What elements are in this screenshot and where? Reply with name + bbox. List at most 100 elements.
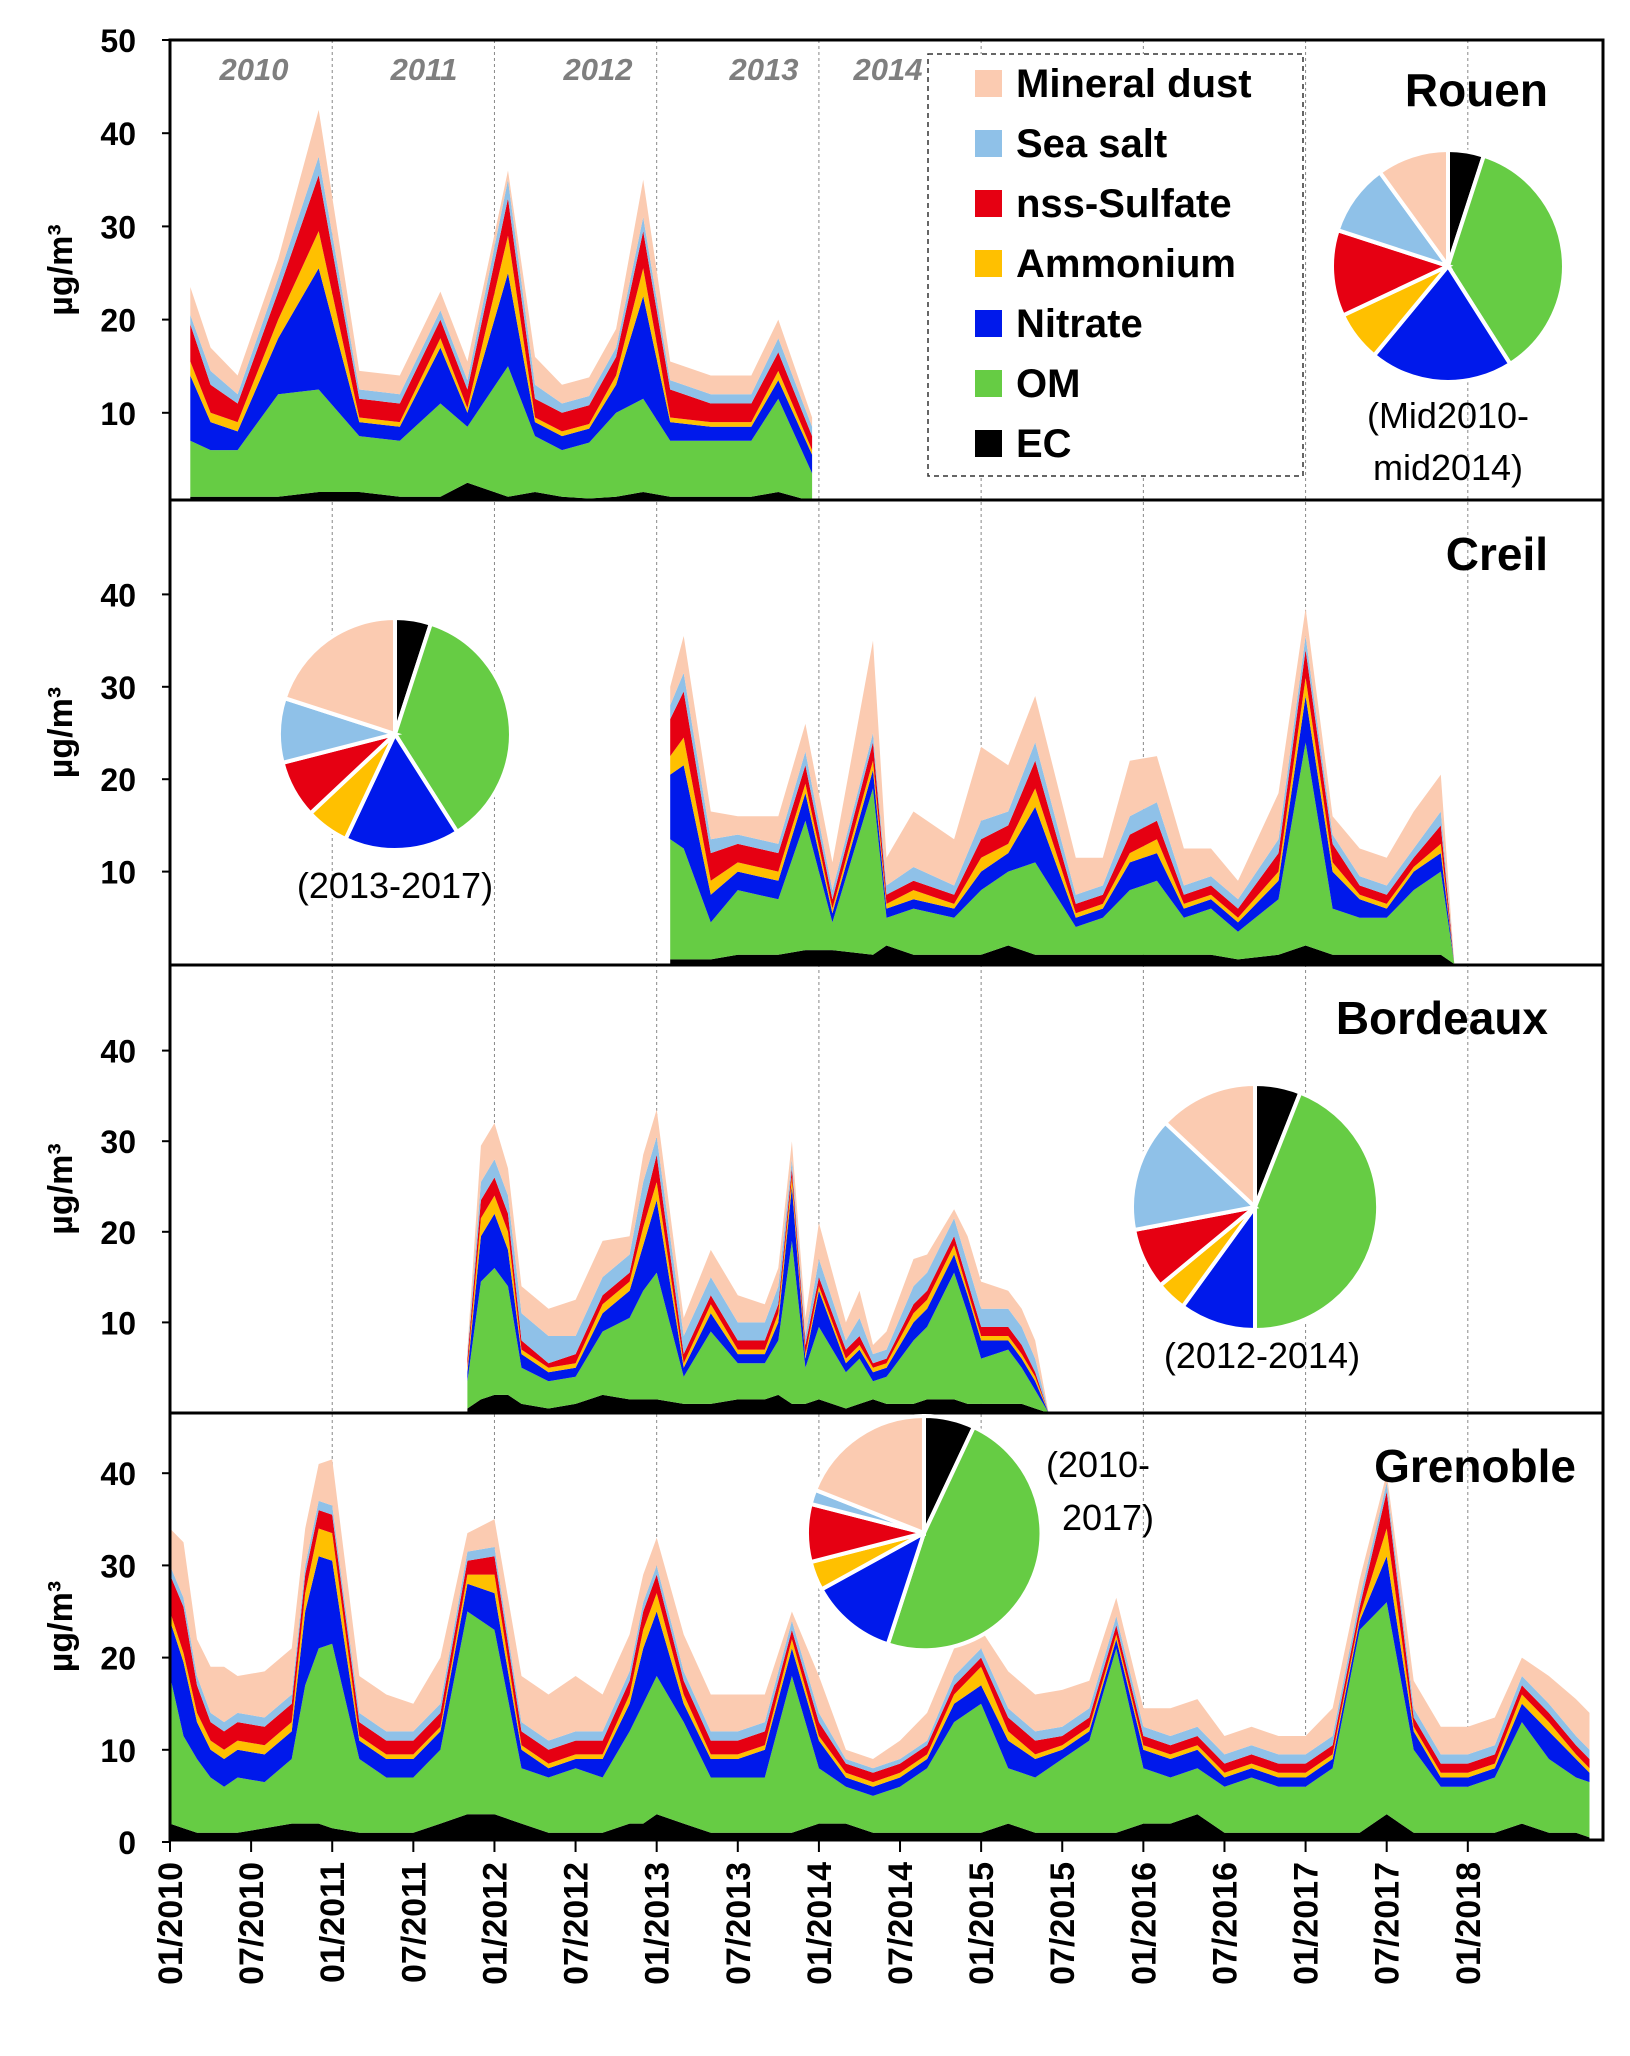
panel-creil-area-mineral-dust — [670, 608, 1455, 964]
year-label: 2011 — [390, 52, 458, 87]
panel-rouen-ytick-label: 40 — [100, 116, 136, 152]
panel-creil-area-om — [670, 742, 1455, 964]
year-labels: 2010 2011 2012 2013 2014 — [219, 52, 923, 87]
panel-grenoble-ytick-label: 20 — [100, 1641, 136, 1677]
panel-bordeaux-area-sea-salt — [467, 1136, 1049, 1413]
panel-bordeaux-ytick-label: 10 — [100, 1305, 136, 1341]
panel-grenoble-area-mineral-dust — [170, 1459, 1590, 1769]
panel-bordeaux-ytick-label: 30 — [100, 1124, 136, 1160]
panel-bordeaux-area-nss-sulfate — [467, 1154, 1049, 1413]
panel-grenoble-frame — [168, 1411, 1605, 1842]
x-tick-label: 07/2014 — [882, 1862, 920, 1985]
x-tick-label: 01/2014 — [801, 1862, 839, 1985]
legend-label-sea-salt: Sea salt — [1016, 122, 1167, 166]
panel-bordeaux-area-mineral-dust — [467, 1109, 1049, 1413]
year-label: 2014 — [853, 52, 923, 87]
x-tick-label: 07/2011 — [395, 1862, 433, 1983]
panel-grenoble-areas — [170, 1459, 1590, 1840]
legend-label-ammonium: Ammonium — [1016, 242, 1236, 286]
panel-bordeaux: 10 20 30 40 µg/m³ (2012-2014) Bordeaux — [42, 963, 1605, 1415]
panel-bordeaux-pie-slice-om — [1253, 1090, 1381, 1333]
panel-grenoble: 0 10 20 30 40 µg/m³ (2010- 2017) Grenoble — [42, 1411, 1605, 1861]
panel-bordeaux-pie-slice-sea-salt — [1130, 1119, 1260, 1233]
panel-rouen-ytick-label: 30 — [100, 209, 136, 245]
panel-bordeaux-pie-slice-mineral-dust — [1162, 1081, 1257, 1212]
x-tick-label: 07/2013 — [720, 1862, 758, 1985]
panel-grenoble-area-ec — [170, 1814, 1590, 1840]
panel-creil-ytick-label: 40 — [100, 577, 136, 613]
legend-label-om: OM — [1016, 362, 1080, 406]
panel-grenoble-ytick-label: 40 — [100, 1456, 136, 1492]
panel-rouen-ytick-label: 10 — [100, 396, 136, 432]
panel-rouen-pie-caption: mid2014) — [1373, 447, 1523, 488]
panel-creil-area-ec — [670, 945, 1455, 964]
legend-swatch-nss-sulfate — [975, 190, 1002, 217]
panel-rouen-pie-slice-mineral-dust — [1377, 147, 1450, 273]
legend-swatch-ec — [975, 430, 1002, 457]
x-tick-label: 01/2012 — [476, 1862, 514, 1985]
legend-label-ec: EC — [1016, 422, 1072, 466]
panel-rouen-area-nitrate — [190, 268, 813, 474]
panel-rouen-title: Rouen — [1405, 64, 1548, 116]
panel-creil-pie-caption: (2013-2017) — [297, 865, 493, 906]
panel-creil-title: Creil — [1446, 528, 1548, 580]
panel-grenoble-ytick-label: 10 — [100, 1733, 136, 1769]
panel-bordeaux-area-om — [467, 1240, 1049, 1413]
panel-rouen-areas — [190, 109, 813, 500]
panel-grenoble-pie-caption: (2010- — [1046, 1444, 1150, 1485]
year-label: 2012 — [563, 52, 633, 87]
x-tick-label: 01/2010 — [152, 1862, 190, 1985]
panel-creil: 10 20 30 40 µg/m³ (2013-2017) Creil — [42, 498, 1605, 967]
legend: Mineral dust Sea salt nss-Sulfate Ammonium N… — [927, 53, 1304, 477]
panel-bordeaux-ytick-label: 40 — [100, 1034, 136, 1070]
panel-bordeaux-areas — [467, 1109, 1049, 1413]
legend-label-nss-sulfate: nss-Sulfate — [1016, 182, 1232, 226]
x-tick-label: 01/2015 — [963, 1862, 1001, 1985]
panel-grenoble-area-om — [170, 1602, 1590, 1838]
x-tick-label: 01/2013 — [639, 1862, 677, 1985]
panel-creil-pie-slice-om — [392, 621, 513, 835]
panel-bordeaux-area-ec — [467, 1394, 1049, 1413]
panel-grenoble-area-nitrate — [170, 1556, 1590, 1796]
legend-swatch-ammonium — [975, 250, 1002, 277]
panel-rouen-ytick-label: 20 — [100, 303, 136, 339]
legend-swatch-mineral-dust — [975, 70, 1002, 97]
panel-grenoble-pie-slice-om — [885, 1424, 1044, 1653]
panel-creil-pie-slice-mineral-dust — [282, 615, 397, 737]
x-tick-label: 01/2016 — [1125, 1862, 1163, 1985]
station-panels: 10 20 30 40 50 µg/m³ (Mid2010- mid2014) Rouen 10 2… — [42, 23, 1605, 1861]
panel-creil-pie-slice-nitrate — [342, 729, 460, 853]
panel-creil-ylabel: µg/m³ — [42, 687, 80, 778]
x-tick-label: 07/2015 — [1044, 1862, 1082, 1985]
panel-rouen-pie-slice-nss-sulfate — [1330, 227, 1454, 319]
year-label: 2010 — [219, 52, 289, 87]
panel-bordeaux-ytick-label: 20 — [100, 1215, 136, 1251]
panel-rouen: 10 20 30 40 50 µg/m³ (Mid2010- mid2014) Rouen — [42, 23, 1605, 502]
panel-grenoble-ytick-label: 0 — [118, 1825, 136, 1861]
x-tick-label: 01/2018 — [1450, 1862, 1488, 1985]
panel-grenoble-area-ammonium — [170, 1528, 1590, 1787]
panel-creil-areas — [670, 608, 1455, 964]
panel-creil-ytick-label: 30 — [100, 670, 136, 706]
panel-rouen-area-om — [190, 366, 813, 500]
x-tick-label: 07/2017 — [1369, 1862, 1407, 1985]
panel-creil-ytick-label: 10 — [100, 855, 136, 891]
panel-rouen-ytick-label: 50 — [100, 23, 136, 59]
legend-label-nitrate: Nitrate — [1016, 302, 1143, 346]
panel-rouen-pie-caption: (Mid2010- — [1367, 395, 1529, 436]
panel-grenoble-pie-slice-mineral-dust — [812, 1413, 926, 1536]
x-tick-label: 07/2012 — [558, 1862, 596, 1985]
panel-bordeaux-title: Bordeaux — [1336, 992, 1549, 1044]
legend-swatch-om — [975, 370, 1002, 397]
legend-swatch-nitrate — [975, 310, 1002, 337]
panel-grenoble-pie-slice-nitrate — [818, 1528, 928, 1647]
panel-rouen-pie-slice-om — [1445, 153, 1566, 367]
legend-label-mineral-dust: Mineral dust — [1016, 62, 1252, 106]
panel-rouen-pie-slice-nitrate — [1371, 262, 1513, 384]
panel-creil-ytick-label: 20 — [100, 762, 136, 798]
x-tick-label: 01/2011 — [314, 1862, 352, 1983]
panel-bordeaux-area-ammonium — [467, 1177, 1049, 1413]
x-tick-label: 01/2017 — [1288, 1862, 1326, 1985]
x-axis: 01/2010 07/2010 01/2011 07/2011 01/2012 07/20… — [152, 1840, 1488, 1985]
